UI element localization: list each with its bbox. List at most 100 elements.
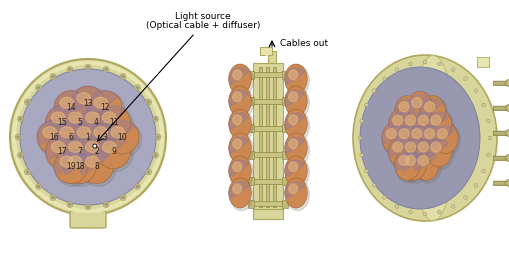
Wedge shape (229, 137, 248, 154)
Circle shape (26, 171, 29, 173)
Ellipse shape (286, 157, 309, 189)
Bar (267, 67, 269, 207)
Wedge shape (401, 152, 423, 171)
Bar (251, 201, 285, 206)
Circle shape (438, 210, 441, 214)
Ellipse shape (412, 98, 422, 108)
Ellipse shape (395, 150, 422, 183)
Wedge shape (427, 112, 448, 131)
Circle shape (474, 184, 477, 187)
Wedge shape (105, 120, 135, 145)
Circle shape (24, 169, 30, 175)
Ellipse shape (431, 142, 441, 152)
Wedge shape (37, 120, 67, 145)
Text: 14: 14 (66, 103, 76, 112)
Wedge shape (408, 126, 430, 144)
Wedge shape (80, 135, 109, 160)
Ellipse shape (102, 112, 116, 123)
Wedge shape (63, 106, 92, 131)
Circle shape (136, 186, 138, 188)
Ellipse shape (97, 135, 130, 169)
Ellipse shape (399, 129, 409, 139)
Circle shape (87, 66, 89, 68)
Wedge shape (54, 150, 84, 175)
Circle shape (19, 118, 21, 120)
Circle shape (488, 136, 492, 140)
Circle shape (148, 171, 150, 173)
Circle shape (505, 155, 509, 162)
Circle shape (105, 68, 107, 70)
Circle shape (103, 67, 109, 72)
Ellipse shape (285, 86, 307, 116)
Ellipse shape (105, 120, 139, 154)
Ellipse shape (414, 136, 439, 167)
Bar (282, 200, 288, 208)
Ellipse shape (389, 137, 416, 170)
Ellipse shape (399, 156, 409, 166)
Circle shape (120, 195, 126, 200)
Ellipse shape (79, 149, 114, 183)
Ellipse shape (386, 129, 397, 139)
Circle shape (373, 89, 376, 92)
Circle shape (15, 134, 21, 140)
Text: 15: 15 (58, 118, 67, 127)
Ellipse shape (63, 135, 97, 169)
Ellipse shape (54, 149, 88, 183)
Circle shape (146, 99, 151, 105)
Wedge shape (54, 91, 84, 116)
Circle shape (451, 205, 455, 208)
Bar (282, 124, 288, 132)
Wedge shape (433, 126, 455, 144)
Wedge shape (285, 90, 304, 107)
Ellipse shape (37, 120, 71, 154)
Ellipse shape (102, 141, 116, 152)
Text: 10: 10 (117, 133, 127, 141)
Ellipse shape (286, 87, 309, 118)
Wedge shape (97, 106, 126, 131)
Wedge shape (229, 160, 248, 176)
Wedge shape (401, 139, 423, 158)
Ellipse shape (289, 92, 298, 102)
Wedge shape (420, 99, 442, 117)
Text: 8: 8 (94, 162, 99, 171)
Circle shape (24, 99, 30, 105)
Ellipse shape (395, 97, 422, 129)
Ellipse shape (392, 115, 403, 125)
Ellipse shape (68, 112, 82, 123)
Ellipse shape (401, 109, 427, 140)
Ellipse shape (414, 110, 441, 143)
Ellipse shape (407, 92, 433, 123)
Ellipse shape (51, 141, 65, 152)
Ellipse shape (427, 110, 454, 143)
Wedge shape (285, 182, 304, 198)
Circle shape (153, 152, 158, 158)
Bar (251, 99, 285, 104)
Ellipse shape (72, 121, 107, 157)
Ellipse shape (60, 97, 73, 108)
Circle shape (93, 144, 97, 148)
Text: 11: 11 (109, 118, 118, 127)
Bar (253, 209, 283, 219)
Text: 12: 12 (100, 103, 110, 112)
Circle shape (505, 130, 509, 136)
Circle shape (26, 101, 29, 103)
Ellipse shape (230, 65, 253, 96)
Ellipse shape (111, 127, 125, 138)
Circle shape (135, 184, 140, 189)
Circle shape (157, 136, 159, 138)
Circle shape (52, 75, 54, 77)
Bar (248, 71, 254, 79)
Ellipse shape (63, 107, 99, 142)
Ellipse shape (51, 112, 65, 123)
Circle shape (38, 86, 40, 88)
Circle shape (474, 89, 477, 92)
Wedge shape (408, 94, 430, 113)
FancyBboxPatch shape (70, 211, 106, 228)
Ellipse shape (45, 135, 79, 169)
Circle shape (69, 204, 71, 206)
Ellipse shape (289, 184, 298, 194)
Circle shape (383, 77, 386, 80)
Wedge shape (285, 160, 304, 176)
Circle shape (87, 206, 89, 208)
Circle shape (38, 186, 40, 188)
